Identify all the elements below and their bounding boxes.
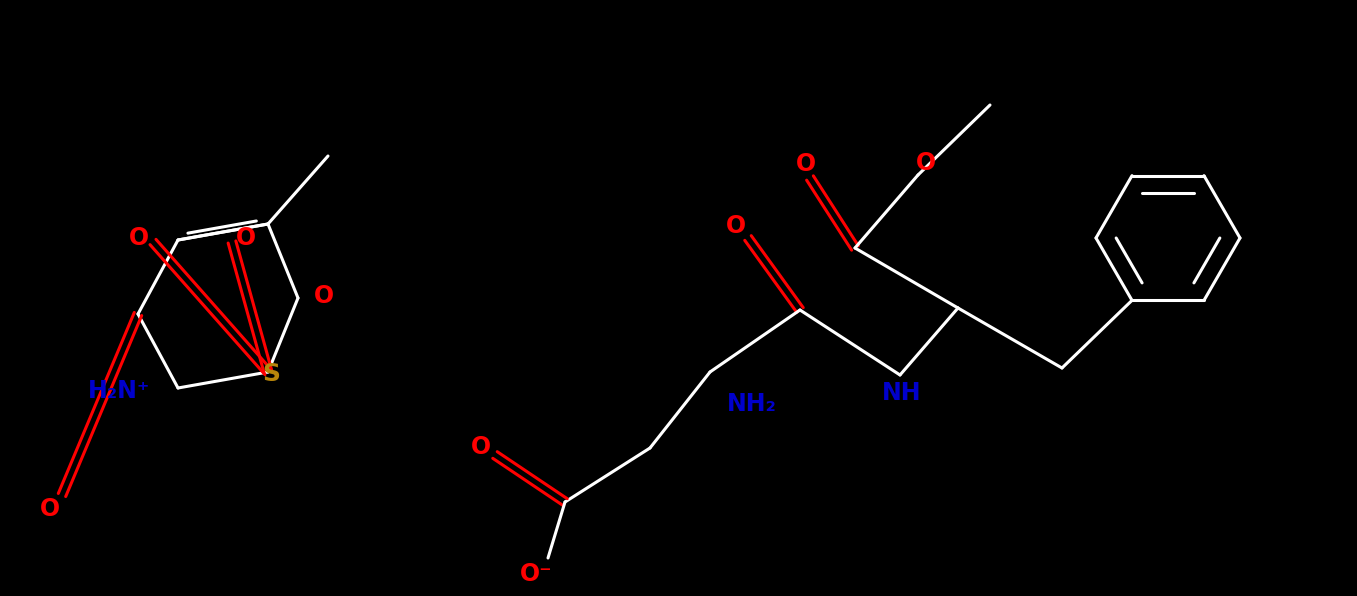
Text: O: O <box>471 435 491 459</box>
Text: NH₂: NH₂ <box>727 392 778 416</box>
Text: O: O <box>313 284 334 308</box>
Text: O: O <box>916 151 936 175</box>
Text: O: O <box>129 226 149 250</box>
Text: O⁻: O⁻ <box>520 562 552 586</box>
Text: O: O <box>236 226 256 250</box>
Text: O: O <box>797 152 816 176</box>
Text: NH: NH <box>882 381 921 405</box>
Text: S: S <box>262 362 280 386</box>
Text: O: O <box>726 214 746 238</box>
Text: H₂N⁺: H₂N⁺ <box>88 379 151 403</box>
Text: O: O <box>39 497 60 521</box>
